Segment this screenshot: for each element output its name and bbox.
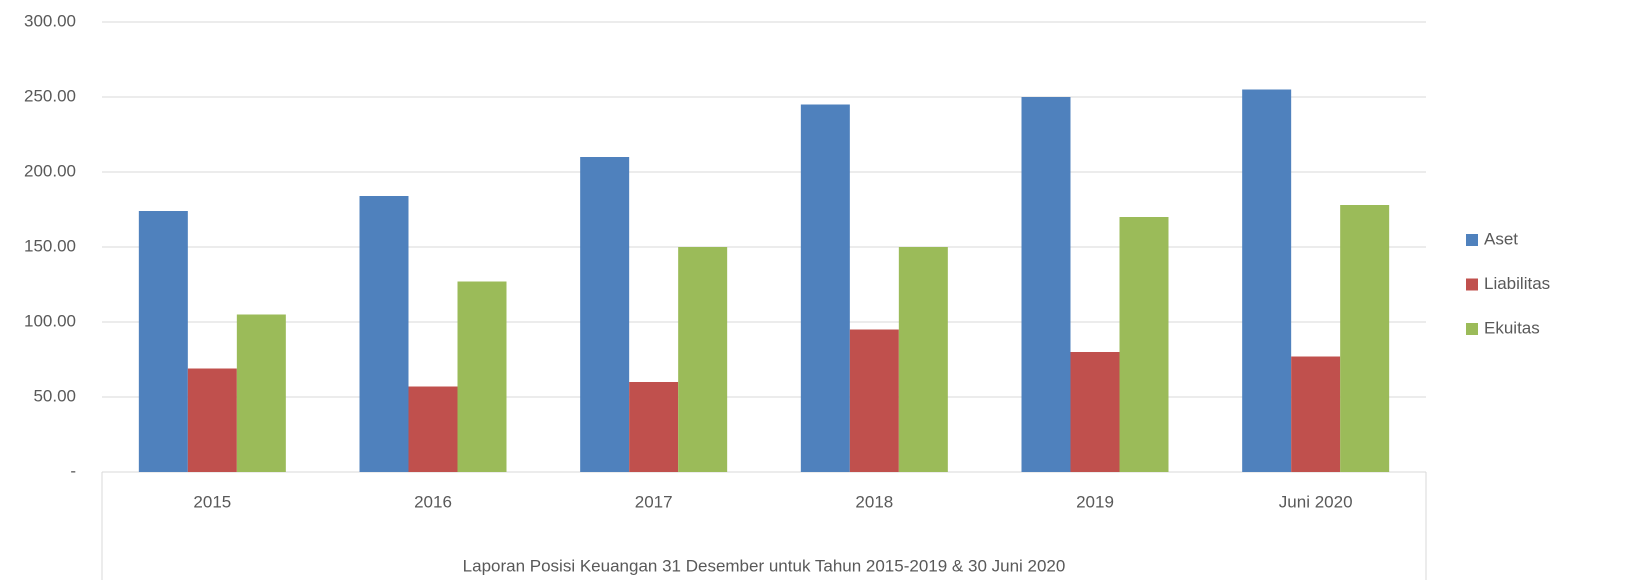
bar <box>1340 205 1390 472</box>
bar <box>408 386 458 472</box>
x-tick-label: Juni 2020 <box>1279 492 1353 511</box>
x-tick-label: 2015 <box>193 492 231 511</box>
x-tick-label: 2019 <box>1076 492 1114 511</box>
legend-swatch <box>1466 323 1478 335</box>
legend-label: Liabilitas <box>1484 274 1550 293</box>
bar <box>236 314 286 472</box>
bar <box>457 281 507 472</box>
bar <box>359 196 409 472</box>
bar <box>138 211 188 472</box>
y-tick-label: 200.00 <box>24 161 76 180</box>
y-tick-label: 50.00 <box>33 386 76 405</box>
bar <box>800 104 850 472</box>
bar <box>1242 89 1292 472</box>
bar <box>1070 352 1120 472</box>
y-tick-label: - <box>70 461 76 480</box>
bar <box>1291 356 1341 472</box>
legend-swatch <box>1466 278 1478 291</box>
bar <box>1119 217 1169 472</box>
y-tick-label: 150.00 <box>24 236 76 255</box>
legend-label: Ekuitas <box>1484 318 1540 337</box>
legend-label: Aset <box>1484 229 1518 248</box>
bar <box>629 382 679 472</box>
bar <box>580 157 630 472</box>
legend-swatch <box>1466 234 1478 246</box>
bar <box>898 247 948 472</box>
y-tick-label: 250.00 <box>24 86 76 105</box>
x-tick-label: 2016 <box>414 492 452 511</box>
x-tick-label: 2017 <box>635 492 673 511</box>
bar <box>849 329 899 472</box>
bar <box>1021 97 1071 472</box>
x-axis-title: Laporan Posisi Keuangan 31 Desember untu… <box>463 556 1066 575</box>
y-tick-label: 100.00 <box>24 311 76 330</box>
y-tick-label: 300.00 <box>24 11 76 30</box>
bar <box>187 368 237 472</box>
bar <box>678 247 728 472</box>
x-tick-label: 2018 <box>855 492 893 511</box>
